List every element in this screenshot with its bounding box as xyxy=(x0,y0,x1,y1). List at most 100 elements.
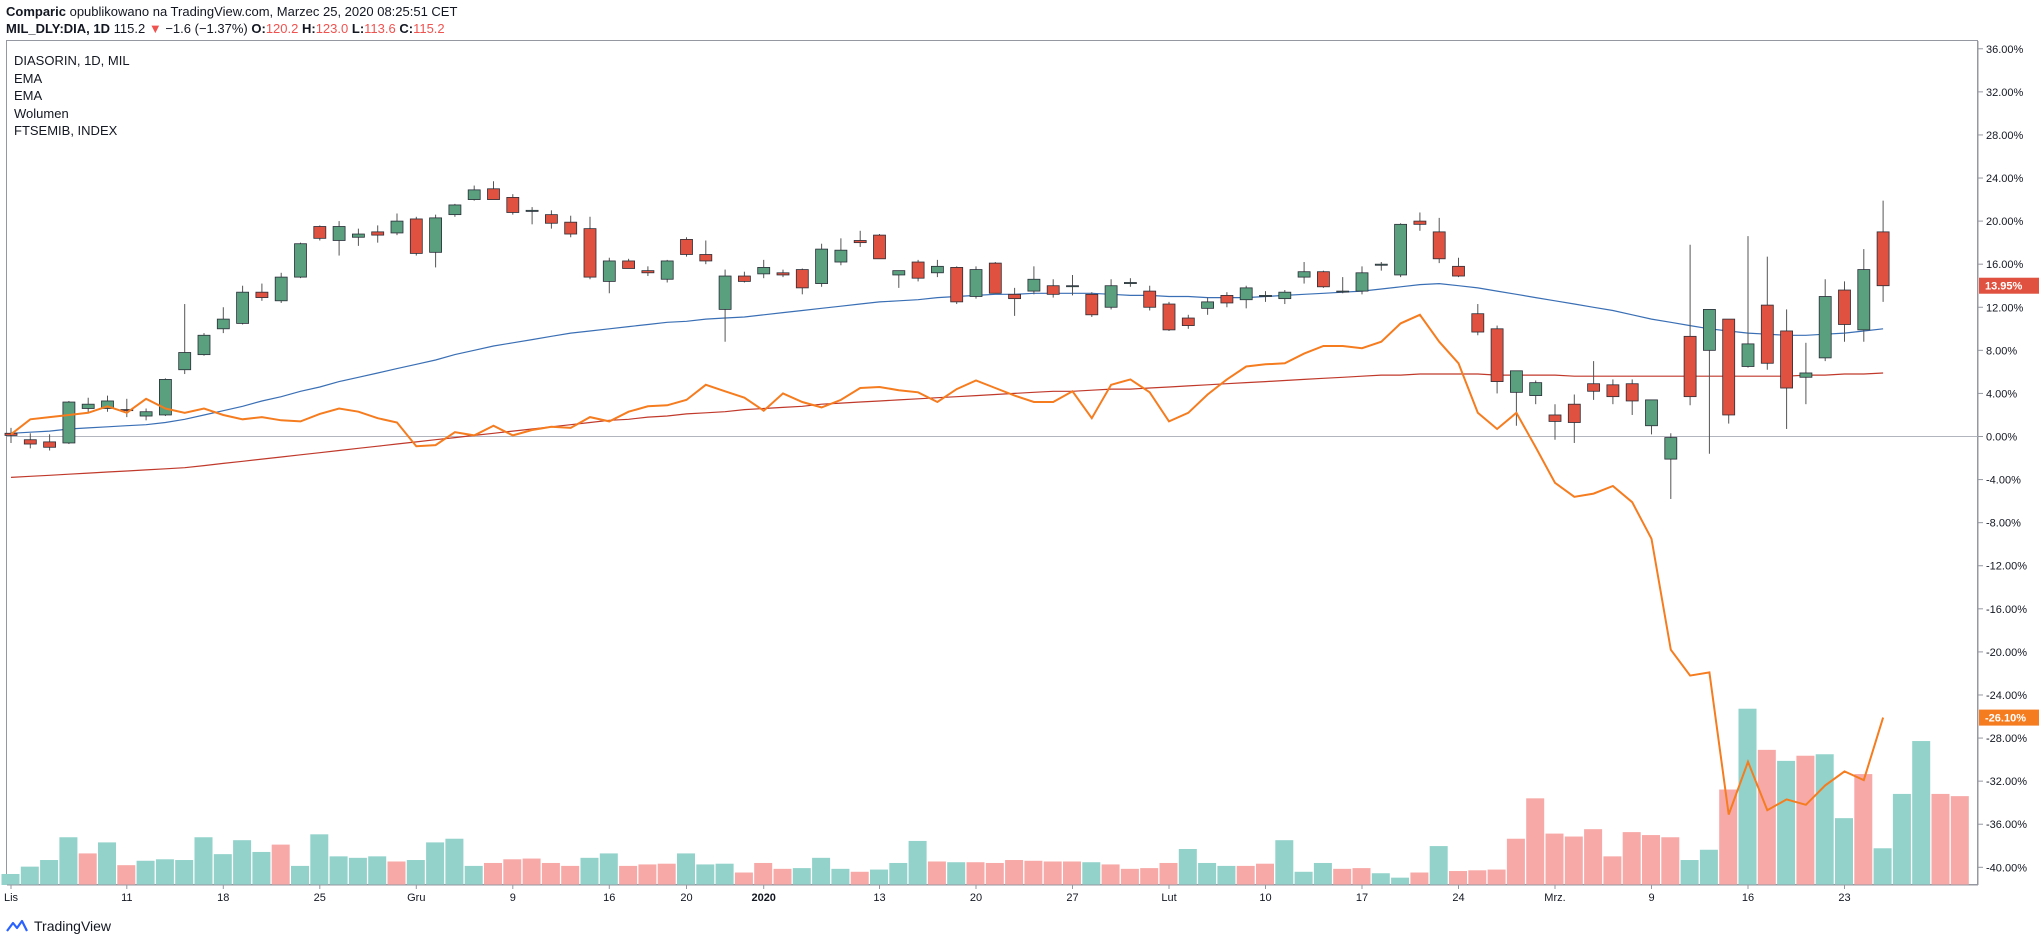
candle-body xyxy=(776,272,790,276)
volume-bar xyxy=(792,868,811,885)
volume-bar xyxy=(1680,860,1699,885)
volume-bar xyxy=(1854,774,1873,885)
candle-body xyxy=(197,334,211,356)
legend-title[interactable]: DIASORIN, 1D, MIL xyxy=(14,53,130,68)
candle-body xyxy=(892,270,906,276)
tradingview-logo-icon xyxy=(6,919,28,932)
candle-body xyxy=(641,270,655,274)
footer-brand[interactable]: TradingView xyxy=(6,918,111,934)
candle-body xyxy=(313,226,327,239)
legend-compare[interactable]: FTSEMIB, INDEX xyxy=(14,123,118,138)
candle-body xyxy=(1529,382,1543,396)
candle-body xyxy=(1510,370,1523,393)
price-badge: 13.95% xyxy=(1985,281,2023,293)
compare-badge: -26.10% xyxy=(1985,713,2026,725)
high-value: 123.0 xyxy=(315,21,349,36)
volume-bar xyxy=(1198,862,1217,885)
volume-bar xyxy=(1584,829,1603,885)
y-tick-label: -28.00% xyxy=(1986,733,2027,745)
compare-badge-bg xyxy=(1979,709,2039,726)
candle-body xyxy=(1336,290,1350,293)
volume-bar xyxy=(1950,796,1969,885)
candle-body xyxy=(738,275,751,282)
x-tick-label: 24 xyxy=(1452,892,1464,904)
candles-series xyxy=(4,181,1890,499)
candle-body xyxy=(1162,303,1176,331)
volume-series xyxy=(1,708,1969,885)
legend-ema-slow[interactable]: EMA xyxy=(14,88,43,103)
volume-bar xyxy=(696,864,715,885)
open-value: 120.2 xyxy=(265,21,299,36)
candle-body xyxy=(255,291,269,298)
candle-body xyxy=(1239,287,1253,301)
candle-body xyxy=(564,221,578,235)
volume-bar xyxy=(985,862,1004,885)
volume-bar xyxy=(1120,868,1139,885)
ema-fast-line xyxy=(10,282,1884,434)
candle-body xyxy=(1664,437,1678,460)
candle-body xyxy=(1432,231,1446,260)
candle-body xyxy=(1452,265,1465,277)
volume-bar xyxy=(947,862,966,885)
candle-body xyxy=(1413,220,1427,225)
candle-body xyxy=(1259,295,1272,297)
candle-body xyxy=(294,243,307,278)
candle-body xyxy=(1355,272,1369,292)
y-tick-label: -36.00% xyxy=(1986,819,2027,831)
candle-body xyxy=(1799,372,1813,378)
x-tick-label: 27 xyxy=(1066,892,1078,904)
volume-bar xyxy=(1642,835,1660,885)
y-tick-label: 0.00% xyxy=(1986,432,2017,444)
candle-body xyxy=(448,204,462,216)
candle-body xyxy=(1625,383,1639,402)
volume-bar xyxy=(1873,848,1892,885)
publish-info: Comparic opublikowano na TradingView.com… xyxy=(6,4,457,19)
candle-body xyxy=(1085,293,1099,316)
y-tick-label: 20.00% xyxy=(1986,216,2024,228)
y-tick-label: -4.00% xyxy=(1986,475,2021,487)
y-tick-label: -24.00% xyxy=(1986,690,2027,702)
candle-body xyxy=(1201,301,1214,309)
volume-bar xyxy=(715,863,734,885)
compare-line xyxy=(10,313,1885,815)
volume-bar xyxy=(445,838,464,885)
candle-body xyxy=(911,261,925,279)
volume-bar xyxy=(927,861,946,885)
candle-body xyxy=(988,262,1002,294)
ema-slow-line xyxy=(10,372,1884,478)
candle-body xyxy=(216,318,230,330)
candle-body xyxy=(525,209,539,212)
volume-bar xyxy=(1545,833,1564,885)
volume-bar xyxy=(155,859,174,885)
volume-bar xyxy=(541,862,560,885)
x-tick-label: 16 xyxy=(603,892,615,904)
chart-legend: DIASORIN, 1D, MIL EMA EMA Wolumen FTSEMI… xyxy=(14,52,130,140)
candle-body xyxy=(1567,403,1581,423)
volume-bar xyxy=(677,853,695,885)
candle-body xyxy=(718,275,732,310)
candle-body xyxy=(815,248,828,284)
x-tick-label: Lut xyxy=(1161,892,1176,904)
volume-bar xyxy=(387,861,406,885)
volume-bar xyxy=(1043,861,1062,885)
volume-bar xyxy=(1564,836,1583,885)
candle-body xyxy=(1143,290,1157,308)
volume-bar xyxy=(638,864,657,885)
candle-body xyxy=(1490,328,1504,382)
volume-bar xyxy=(329,856,348,885)
x-tick-label: 23 xyxy=(1838,892,1850,904)
candle-body xyxy=(1220,295,1234,304)
volume-bar xyxy=(1101,864,1120,885)
volume-bar xyxy=(1005,860,1024,885)
legend-ema-fast[interactable]: EMA xyxy=(14,70,43,86)
candle-body xyxy=(1027,278,1041,292)
volume-bar xyxy=(734,872,753,885)
volume-bar xyxy=(1,873,20,885)
volume-bar xyxy=(561,865,580,885)
x-tick-label: Mrz. xyxy=(1544,892,1565,904)
candle-body xyxy=(332,226,346,241)
legend-volume[interactable]: Wolumen xyxy=(14,105,69,121)
volume-bar xyxy=(1294,871,1313,885)
candle-body xyxy=(1857,269,1871,331)
